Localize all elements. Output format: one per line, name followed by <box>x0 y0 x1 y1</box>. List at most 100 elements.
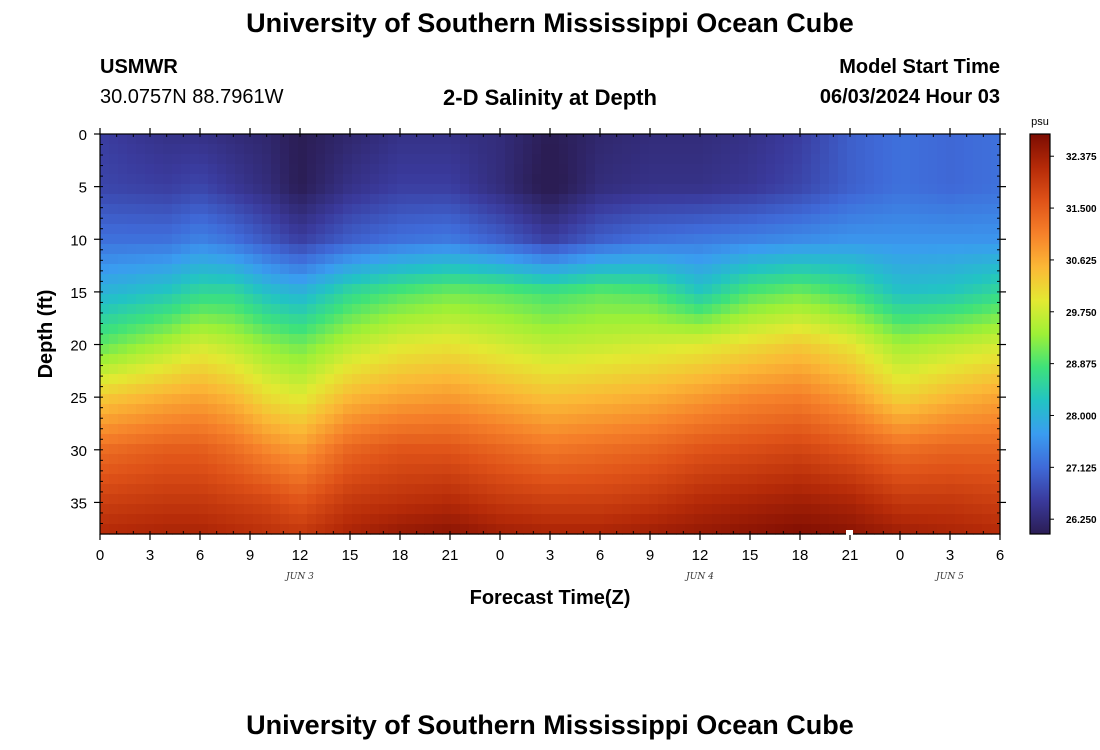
heatmap-cell <box>235 344 245 355</box>
heatmap-cell <box>316 384 326 395</box>
heatmap-cell <box>622 314 632 325</box>
heatmap-cell <box>622 304 632 315</box>
heatmap-cell <box>118 184 128 195</box>
heatmap-cell <box>919 184 929 195</box>
heatmap-cell <box>640 414 650 425</box>
heatmap-cell <box>820 214 830 225</box>
heatmap-cell <box>541 314 551 325</box>
heatmap-cell <box>100 344 110 355</box>
heatmap-cell <box>487 344 497 355</box>
heatmap-cell <box>280 154 290 165</box>
heatmap-cell <box>361 184 371 195</box>
heatmap-cell <box>271 444 281 455</box>
heatmap-cell <box>550 524 560 535</box>
heatmap-cell <box>181 464 191 475</box>
heatmap-cell <box>442 464 452 475</box>
heatmap-cell <box>307 314 317 325</box>
heatmap-cell <box>685 374 695 385</box>
heatmap-cell <box>487 284 497 295</box>
heatmap-cell <box>154 274 164 285</box>
heatmap-cell <box>946 304 956 315</box>
heatmap-cell <box>955 504 965 515</box>
heatmap-cell <box>424 464 434 475</box>
heatmap-cell <box>649 244 659 255</box>
heatmap-cell <box>991 134 1001 145</box>
heatmap-cell <box>820 394 830 405</box>
heatmap-cell <box>631 294 641 305</box>
heatmap-cell <box>766 254 776 265</box>
heatmap-cell <box>307 474 317 485</box>
heatmap-cell <box>559 284 569 295</box>
heatmap-cell <box>694 194 704 205</box>
heatmap-cell <box>883 364 893 375</box>
heatmap-cell <box>676 354 686 365</box>
heatmap-cell <box>460 414 470 425</box>
heatmap-cell <box>982 294 992 305</box>
heatmap-cell <box>505 134 515 145</box>
heatmap-cell <box>361 424 371 435</box>
heatmap-cell <box>397 324 407 335</box>
heatmap-cell <box>793 264 803 275</box>
heatmap-cell <box>748 494 758 505</box>
heatmap-cell <box>100 474 110 485</box>
heatmap-cell <box>901 204 911 215</box>
heatmap-cell <box>919 474 929 485</box>
heatmap-cell <box>415 284 425 295</box>
heatmap-cell <box>541 434 551 445</box>
heatmap-cell <box>442 314 452 325</box>
heatmap-cell <box>415 424 425 435</box>
heatmap-cell <box>406 384 416 395</box>
heatmap-cell <box>928 364 938 375</box>
heatmap-cell <box>946 154 956 165</box>
heatmap-cell <box>802 214 812 225</box>
heatmap-cell <box>658 174 668 185</box>
heatmap-cell <box>307 234 317 245</box>
heatmap-cell <box>433 214 443 225</box>
heatmap-cell <box>649 384 659 395</box>
heatmap-cell <box>883 384 893 395</box>
heatmap-cell <box>811 504 821 515</box>
heatmap-cell <box>712 404 722 415</box>
heatmap-cell <box>676 374 686 385</box>
heatmap-cell <box>226 424 236 435</box>
heatmap-cell <box>298 484 308 495</box>
heatmap-cell <box>370 414 380 425</box>
heatmap-cell <box>676 224 686 235</box>
heatmap-cell <box>820 324 830 335</box>
heatmap-cell <box>127 184 137 195</box>
heatmap-cell <box>802 304 812 315</box>
date-label: JUN 3 <box>284 572 314 582</box>
heatmap-cell <box>946 474 956 485</box>
heatmap-cell <box>892 324 902 335</box>
heatmap-cell <box>172 254 182 265</box>
heatmap-cell <box>199 304 209 315</box>
colorbar-tick-label: 26.250 <box>1066 515 1097 526</box>
heatmap-cell <box>190 194 200 205</box>
heatmap-cell <box>865 484 875 495</box>
heatmap-cell <box>163 344 173 355</box>
heatmap-cell <box>928 354 938 365</box>
heatmap-cell <box>613 334 623 345</box>
heatmap-cell <box>586 424 596 435</box>
heatmap-cell <box>658 314 668 325</box>
heatmap-cell <box>964 294 974 305</box>
heatmap-cell <box>802 144 812 155</box>
heatmap-cell <box>352 424 362 435</box>
heatmap-cell <box>685 144 695 155</box>
heatmap-cell <box>127 424 137 435</box>
heatmap-cell <box>163 334 173 345</box>
heatmap-cell <box>334 314 344 325</box>
heatmap-cell <box>640 204 650 215</box>
heatmap-cell <box>235 244 245 255</box>
heatmap-cell <box>847 484 857 495</box>
heatmap-cell <box>658 504 668 515</box>
heatmap-cell <box>253 324 263 335</box>
heatmap-cell <box>757 474 767 485</box>
heatmap-cell <box>928 204 938 215</box>
colorbar-tick-label: 28.000 <box>1066 411 1097 422</box>
heatmap-cell <box>379 414 389 425</box>
heatmap-cell <box>100 334 110 345</box>
heatmap-cell <box>352 334 362 345</box>
heatmap-cell <box>271 194 281 205</box>
heatmap-cell <box>892 314 902 325</box>
